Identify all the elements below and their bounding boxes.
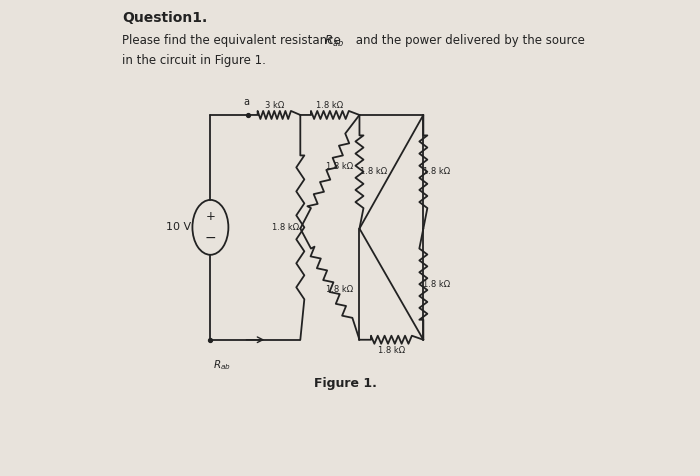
Text: 1.8 kΩ: 1.8 kΩ	[360, 167, 387, 176]
Text: 1.8 kΩ: 1.8 kΩ	[423, 279, 450, 288]
Text: 1.8 kΩ: 1.8 kΩ	[272, 223, 299, 232]
Text: 1.8 kΩ: 1.8 kΩ	[316, 101, 344, 110]
Text: in the circuit in Figure 1.: in the circuit in Figure 1.	[122, 54, 266, 68]
Text: $R_{ab}$: $R_{ab}$	[213, 358, 231, 372]
Text: Please find the equivalent resistance: Please find the equivalent resistance	[122, 34, 344, 47]
Text: Figure 1.: Figure 1.	[314, 377, 377, 390]
Text: 3 kΩ: 3 kΩ	[265, 101, 284, 110]
Text: 10 V: 10 V	[166, 222, 191, 232]
Text: and the power delivered by the source: and the power delivered by the source	[352, 34, 585, 47]
Text: $R_{ab}$: $R_{ab}$	[324, 34, 344, 49]
Text: 1.8 kΩ: 1.8 kΩ	[423, 167, 450, 176]
Text: a: a	[243, 97, 249, 107]
Text: 1.8 kΩ: 1.8 kΩ	[378, 346, 405, 355]
Text: 1.8 kΩ: 1.8 kΩ	[326, 285, 353, 294]
Text: 1.8 kΩ: 1.8 kΩ	[326, 161, 353, 170]
Text: +: +	[206, 210, 216, 223]
Text: −: −	[204, 231, 216, 245]
Text: Question1.: Question1.	[122, 11, 207, 25]
